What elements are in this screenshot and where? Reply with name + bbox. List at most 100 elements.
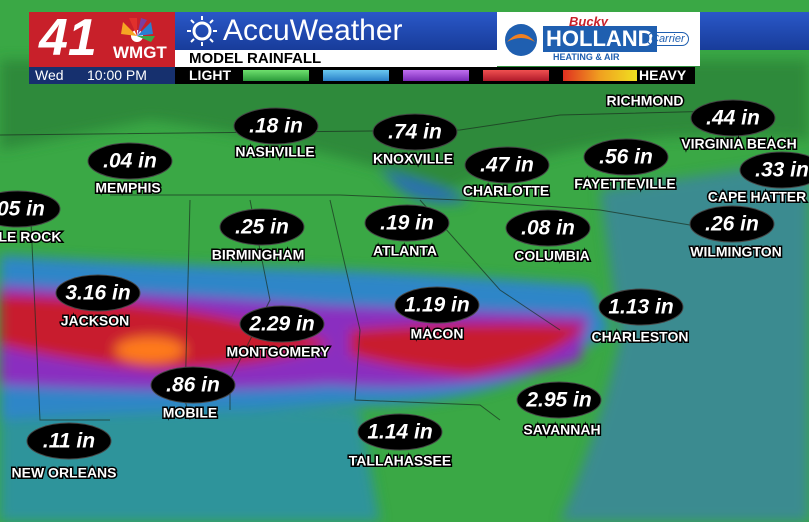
header-bar: AccuWeather	[175, 12, 809, 50]
city-name: TALLAHASSEE	[349, 453, 451, 469]
rain-amount: 3.16 in	[65, 282, 130, 305]
city-marker: .18 in NASHVILLE	[233, 107, 319, 161]
legend-high: HEAVY	[639, 67, 687, 83]
sponsor-logo	[505, 24, 537, 56]
amount-oval	[598, 288, 684, 326]
city-marker: 2.95 in SAVANNAH	[516, 381, 602, 439]
amount-oval	[364, 204, 450, 242]
amount-oval	[233, 107, 319, 145]
rain-amount: .05 in	[0, 198, 45, 221]
rain-amount: 2.95 in	[525, 389, 591, 412]
city-name: VIRGINIA BEACH	[681, 136, 796, 152]
amount-oval	[357, 413, 443, 451]
amount-oval	[87, 142, 173, 180]
product-bar: MODEL RAINFALL	[175, 50, 497, 67]
amount-oval	[372, 113, 458, 151]
amount-oval	[26, 422, 112, 460]
rain-amount: .56 in	[599, 146, 653, 169]
city-name: MEMPHIS	[95, 180, 160, 196]
amount-oval	[150, 366, 236, 404]
amount-oval	[239, 305, 325, 343]
amount-oval	[739, 151, 809, 189]
rain-amount: .26 in	[705, 213, 759, 236]
rain-amount: .47 in	[480, 154, 534, 177]
time-bar: Wed 10:00 PM	[29, 67, 175, 84]
rain-amount: .25 in	[235, 216, 289, 239]
city-name: COLUMBIA	[514, 248, 589, 264]
amount-oval	[583, 138, 669, 176]
rain-amount: 1.14 in	[367, 421, 432, 444]
time: 10:00 PM	[87, 67, 147, 83]
rain-amount: .44 in	[706, 107, 760, 130]
legend-bar: LIGHT HEAVY	[175, 67, 695, 84]
rain-amount: 1.19 in	[404, 294, 469, 317]
swatch	[563, 70, 637, 81]
sun-logo	[187, 16, 217, 46]
amount-oval	[219, 208, 305, 246]
partner: Carrier	[647, 32, 689, 46]
city-name: BIRMINGHAM	[212, 247, 305, 263]
rain-amount: 2.29 in	[248, 313, 314, 336]
swatch	[323, 70, 389, 81]
brand: AccuWeather	[223, 14, 403, 47]
rain-amount: .74 in	[388, 121, 442, 144]
swatch	[483, 70, 549, 81]
city-marker: .86 in MOBILE	[150, 366, 236, 422]
city-marker: .11 in NEW ORLEANS	[10, 422, 118, 482]
city-marker: .05 in LE ROCK	[0, 190, 63, 246]
city-name: LE ROCK	[0, 229, 62, 245]
amount-oval	[505, 209, 591, 247]
city-marker: .33 in CAPE HATTER	[706, 151, 809, 206]
city-name: WILMINGTON	[690, 244, 782, 260]
city-marker: .08 in COLUMBIA	[505, 209, 591, 265]
swatch	[243, 70, 309, 81]
city-name: SAVANNAH	[523, 422, 600, 438]
day: Wed	[35, 67, 64, 83]
rain-amount: .86 in	[166, 374, 220, 397]
call-sign: WMGT	[113, 43, 167, 62]
city-marker: 2.29 in MONTGOMERY	[225, 305, 332, 361]
channel-number: 41	[39, 9, 97, 67]
sponsor-script: Bucky	[569, 14, 609, 29]
city-marker: .26 in WILMINGTON	[689, 205, 783, 261]
city-name: FAYETTEVILLE	[574, 176, 675, 192]
city-name: KNOXVILLE	[373, 151, 453, 167]
city-marker: .74 in KNOXVILLE	[371, 113, 458, 168]
sponsor: Bucky HOLLAND HEATING & AIR Carrier	[497, 12, 700, 66]
sponsor-name: HOLLAND	[543, 26, 657, 52]
city-marker: 1.19 in MACON	[394, 286, 480, 343]
amount-oval	[690, 99, 776, 137]
product: MODEL RAINFALL	[189, 50, 322, 67]
city-name: MOBILE	[163, 405, 217, 421]
state-borders	[0, 109, 761, 421]
city-marker: 3.16 in JACKSON	[55, 274, 141, 330]
amount-oval	[689, 205, 775, 243]
city-name: NEW ORLEANS	[12, 465, 117, 481]
city-name: CHARLOTTE	[463, 183, 549, 199]
amount-oval	[55, 274, 141, 312]
nbc-peacock	[121, 18, 155, 42]
city-name: CAPE HATTER	[708, 189, 807, 205]
city-marker: .25 in BIRMINGHAM	[210, 208, 306, 264]
city-marker: RICHMOND	[605, 91, 685, 110]
city-name: RICHMOND	[607, 93, 684, 109]
city-name: MACON	[411, 326, 464, 342]
station-badge: 41 WMGT	[29, 9, 175, 67]
rain-amount: .18 in	[249, 115, 303, 138]
city-marker: .56 in FAYETTEVILLE	[573, 138, 677, 193]
city-marker: 1.14 in TALLAHASSEE	[347, 413, 453, 470]
city-name: NASHVILLE	[235, 144, 314, 160]
amount-oval	[394, 286, 480, 324]
rain-amount: .19 in	[380, 212, 434, 235]
city-marker: .47 in CHARLOTTE	[461, 146, 551, 200]
city-marker: .04 in MEMPHIS	[87, 142, 173, 197]
city-name: ATLANTA	[373, 243, 437, 259]
rain-amount: 1.13 in	[608, 296, 673, 319]
rain-amount: .11 in	[43, 430, 95, 453]
swatch	[403, 70, 469, 81]
city-marker: .19 in ATLANTA	[364, 204, 450, 260]
amount-oval	[464, 146, 550, 184]
city-marker: 1.13 in CHARLESTON	[590, 288, 690, 346]
